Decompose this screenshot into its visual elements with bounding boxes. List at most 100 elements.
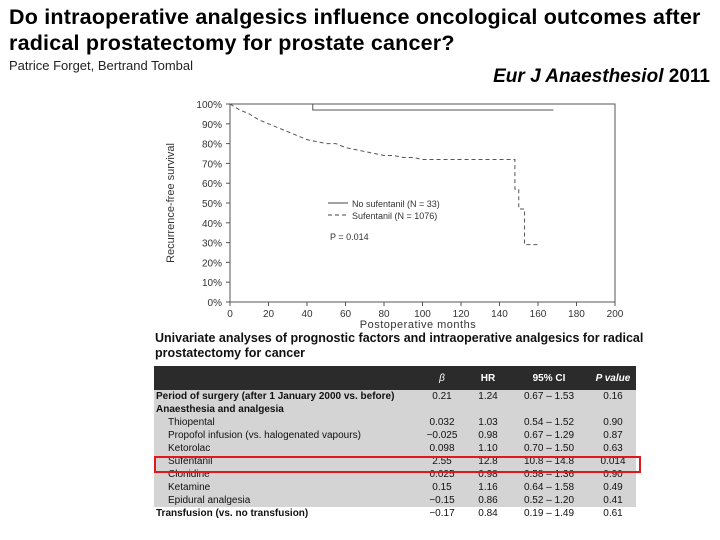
p-value-cell: 0.41 bbox=[603, 495, 623, 506]
hr-cell: 0.84 bbox=[478, 508, 498, 519]
hr-cell bbox=[468, 403, 508, 416]
beta-cell: 0.032 bbox=[429, 417, 455, 428]
table-row: Sufentanil 2.55 12.8 10.8 – 14.8 0.014 bbox=[154, 455, 636, 468]
beta-cell: 0.098 bbox=[429, 443, 455, 454]
ci-cell: 0.67 – 1.53 bbox=[523, 391, 575, 402]
hr-cell: 1.10 bbox=[478, 443, 498, 454]
x-tick-label: 80 bbox=[378, 309, 390, 320]
ci-cell: 0.52 – 1.20 bbox=[523, 495, 575, 506]
ci-cell: 0.19 – 1.49 bbox=[523, 508, 575, 519]
table-row: Period of surgery (after 1 January 2000 … bbox=[154, 390, 636, 403]
row-label: Period of surgery (after 1 January 2000 … bbox=[156, 391, 395, 402]
header-beta: β bbox=[439, 372, 445, 384]
y-tick-label: 50% bbox=[202, 199, 222, 210]
table-row: Transfusion (vs. no transfusion) −0.17 0.8… bbox=[154, 507, 636, 520]
survival-chart: 0% 10% 20% 30% 40% 50% 60% 70% 80% 90% 100% 0 20 40 6… bbox=[165, 100, 624, 331]
ci-cell: 10.8 – 14.8 bbox=[523, 456, 575, 467]
p-value-cell: 0.61 bbox=[603, 508, 623, 519]
p-value-cell: 0.90 bbox=[603, 469, 623, 480]
p-value-cell: 0.87 bbox=[603, 430, 623, 441]
row-label: Anaesthesia and analgesia bbox=[156, 404, 284, 415]
row-label: Ketorolac bbox=[168, 443, 211, 454]
x-tick-label: 0 bbox=[227, 309, 233, 320]
y-tick-label: 10% bbox=[202, 278, 222, 289]
beta-cell: −0.15 bbox=[429, 495, 455, 506]
table-row: Anaesthesia and analgesia bbox=[154, 403, 636, 416]
p-value-cell: 0.63 bbox=[603, 443, 623, 454]
survival-curve-no-sufentanil bbox=[230, 103, 554, 111]
header-hr: HR bbox=[480, 372, 496, 384]
row-label: Clonidine bbox=[168, 469, 210, 480]
x-tick-label: 120 bbox=[453, 309, 470, 320]
hr-cell: 0.98 bbox=[478, 430, 498, 441]
p-value-cell: 0.16 bbox=[603, 391, 623, 402]
hr-cell: 1.16 bbox=[478, 482, 498, 493]
header-label bbox=[154, 366, 416, 390]
ci-cell: 0.54 – 1.52 bbox=[523, 417, 575, 428]
table-row: Propofol infusion (vs. halogenated vapou… bbox=[154, 429, 636, 442]
journal-name: Eur J Anaesthesiol bbox=[493, 66, 664, 87]
journal-year: 2011 bbox=[668, 66, 710, 87]
hr-cell: 1.24 bbox=[478, 391, 498, 402]
table-caption: Univariate analyses of prognostic factor… bbox=[155, 331, 644, 360]
beta-cell bbox=[416, 403, 468, 416]
p-value-cell: 0.90 bbox=[603, 417, 623, 428]
beta-cell: −0.025 bbox=[426, 430, 458, 441]
p-value-cell bbox=[590, 403, 636, 416]
x-tick-label: 200 bbox=[607, 309, 624, 320]
y-tick-label: 0% bbox=[208, 298, 223, 309]
x-tick-label: 180 bbox=[568, 309, 585, 320]
row-label: Transfusion (vs. no transfusion) bbox=[156, 508, 309, 519]
y-tick-label: 30% bbox=[202, 239, 222, 250]
x-axis-label: Postoperative months bbox=[360, 319, 476, 331]
legend: No sufentanil (N = 33) Sufentanil (N = 1… bbox=[328, 199, 440, 221]
survival-curve-sufentanil bbox=[229, 103, 538, 246]
header-ci: 95% CI bbox=[532, 372, 566, 384]
beta-cell: 0.15 bbox=[432, 482, 452, 493]
y-tick-label: 90% bbox=[202, 120, 222, 131]
x-tick-label: 40 bbox=[301, 309, 313, 320]
beta-cell: 2.55 bbox=[432, 456, 452, 467]
table-row: Epidural analgesia −0.15 0.86 0.52 – 1.20 0.… bbox=[154, 494, 636, 507]
table-row: Ketamine 0.15 1.16 0.64 – 1.58 0.49 bbox=[154, 481, 636, 494]
y-tick-label: 20% bbox=[202, 258, 222, 269]
p-value-annotation: P = 0.014 bbox=[330, 232, 369, 242]
authors: Patrice Forget, Bertrand Tombal bbox=[9, 58, 194, 73]
table-header-row: β HR 95% CI P value bbox=[154, 366, 636, 390]
x-tick-label: 20 bbox=[263, 309, 275, 320]
y-tick-label: 100% bbox=[196, 100, 222, 111]
ci-cell: 0.58 – 1.36 bbox=[523, 469, 575, 480]
beta-cell: 0.21 bbox=[432, 391, 452, 402]
y-tick-label: 80% bbox=[202, 140, 222, 151]
row-label: Sufentanil bbox=[168, 456, 213, 467]
y-axis-label: Recurrence-free survival bbox=[165, 143, 177, 263]
hr-cell: 12.8 bbox=[478, 456, 498, 467]
hr-cell: 1.03 bbox=[478, 417, 498, 428]
x-tick-label: 140 bbox=[491, 309, 508, 320]
y-tick-label: 70% bbox=[202, 159, 222, 170]
x-tick-label: 60 bbox=[340, 309, 352, 320]
hr-cell: 0.98 bbox=[478, 469, 498, 480]
hr-cell: 0.86 bbox=[478, 495, 498, 506]
legend-entry: Sufentanil (N = 1076) bbox=[352, 211, 437, 221]
sufentanil-highlight-box bbox=[154, 456, 641, 473]
table-row: Ketorolac 0.098 1.10 0.70 – 1.50 0.63 bbox=[154, 442, 636, 455]
y-tick-label: 40% bbox=[202, 219, 222, 230]
y-tick-label: 60% bbox=[202, 179, 222, 190]
row-label: Thiopental bbox=[168, 417, 215, 428]
beta-cell: 0.025 bbox=[429, 469, 455, 480]
ci-cell: 0.67 – 1.29 bbox=[523, 430, 575, 441]
slide-title: Do intraoperative analgesics influence o… bbox=[9, 5, 701, 55]
legend-entry: No sufentanil (N = 33) bbox=[352, 199, 440, 209]
x-tick-label: 160 bbox=[530, 309, 547, 320]
row-label: Epidural analgesia bbox=[168, 495, 251, 506]
header-p-value: P value bbox=[595, 372, 631, 384]
beta-cell: −0.17 bbox=[429, 508, 455, 519]
row-label: Propofol infusion (vs. halogenated vapou… bbox=[168, 430, 361, 441]
ci-cell: 0.70 – 1.50 bbox=[523, 443, 575, 454]
p-value-cell: 0.014 bbox=[600, 456, 626, 467]
ci-cell: 0.64 – 1.58 bbox=[523, 482, 575, 493]
results-table: β HR 95% CI P value Period of surgery (a… bbox=[154, 366, 636, 520]
p-value-cell: 0.49 bbox=[603, 482, 623, 493]
ci-cell bbox=[508, 403, 590, 416]
